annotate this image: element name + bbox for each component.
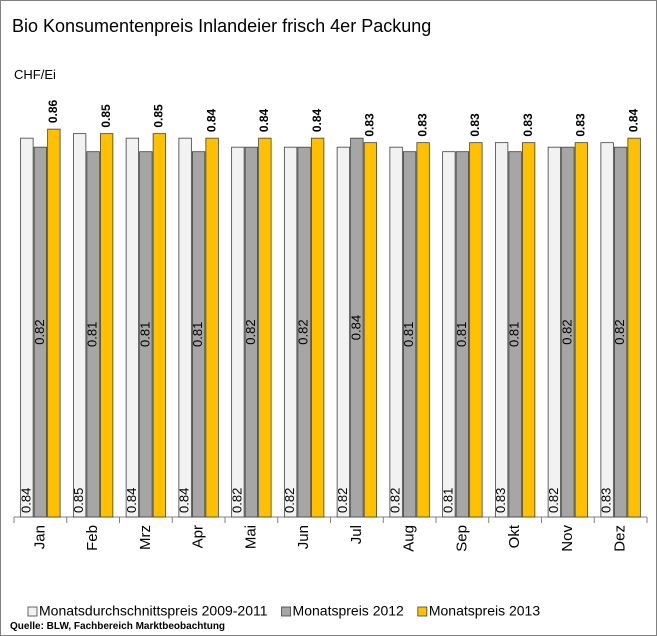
bar bbox=[152, 133, 167, 518]
data-label: 0.85 bbox=[99, 104, 113, 128]
x-tick-label: Jul bbox=[348, 525, 365, 544]
bar bbox=[191, 151, 206, 518]
data-label: 0.83 bbox=[363, 113, 377, 137]
data-label: 0.82 bbox=[32, 319, 47, 344]
data-label: 0.81 bbox=[507, 322, 522, 347]
bar bbox=[574, 142, 589, 518]
bar bbox=[231, 146, 245, 518]
data-label: 0.82 bbox=[546, 488, 561, 513]
bar bbox=[47, 128, 61, 518]
x-tick-label: Jun bbox=[295, 525, 312, 549]
data-label: 0.84 bbox=[310, 108, 324, 132]
x-tick-label: Feb bbox=[84, 525, 101, 551]
bar bbox=[627, 137, 641, 518]
y-axis-label: CHF/Ei bbox=[14, 67, 56, 82]
data-label: 0.83 bbox=[468, 113, 482, 137]
data-label: 0.81 bbox=[454, 322, 469, 347]
bar bbox=[416, 142, 430, 518]
data-label: 0.82 bbox=[296, 319, 311, 344]
legend-label: Monatsdurchschnittspreis 2009-2011 bbox=[39, 603, 268, 619]
x-tick-label: Sep bbox=[453, 525, 470, 552]
bar bbox=[178, 137, 192, 518]
x-tick-label: Dez bbox=[612, 525, 629, 552]
data-label: 0.81 bbox=[190, 322, 205, 347]
data-label: 0.85 bbox=[71, 488, 86, 513]
data-label: 0.83 bbox=[415, 113, 429, 137]
bar bbox=[33, 146, 48, 518]
data-label: 0.83 bbox=[599, 488, 614, 513]
legend-label: Monatspreis 2013 bbox=[429, 603, 541, 619]
bar bbox=[125, 137, 140, 518]
bar bbox=[389, 146, 403, 518]
bar bbox=[244, 146, 259, 518]
bar bbox=[561, 146, 575, 518]
legend-swatch bbox=[27, 606, 38, 617]
data-label: 0.84 bbox=[177, 488, 192, 513]
data-label: 0.82 bbox=[335, 488, 350, 513]
x-tick-label: Mai bbox=[242, 525, 259, 549]
x-tick-label: Nov bbox=[559, 525, 576, 552]
bar bbox=[508, 151, 522, 518]
data-label: 0.84 bbox=[124, 488, 139, 513]
bar bbox=[139, 151, 153, 518]
bar bbox=[86, 151, 100, 518]
source: Quelle: BLW, Fachbereich Marktbeobachtun… bbox=[10, 621, 225, 632]
bar bbox=[20, 137, 34, 518]
data-label: 0.84 bbox=[348, 315, 363, 340]
x-tick-label: Jan bbox=[31, 525, 48, 549]
bar bbox=[297, 146, 311, 518]
x-tick-label: Mrz bbox=[137, 525, 154, 550]
bar bbox=[442, 151, 456, 518]
data-label: 0.84 bbox=[626, 108, 640, 132]
legend-label: Monatspreis 2012 bbox=[293, 603, 405, 619]
data-label: 0.82 bbox=[559, 319, 574, 344]
bar bbox=[547, 146, 562, 518]
bar bbox=[350, 137, 364, 518]
data-label: 0.81 bbox=[401, 322, 416, 347]
bar bbox=[613, 146, 628, 518]
x-tick-label: Apr bbox=[190, 525, 207, 548]
data-label: 0.83 bbox=[493, 488, 508, 513]
data-label: 0.83 bbox=[521, 113, 535, 137]
x-tick-label: Okt bbox=[506, 524, 523, 548]
legend-swatch bbox=[281, 606, 291, 617]
bar bbox=[402, 151, 417, 518]
data-label: 0.81 bbox=[440, 488, 455, 513]
bar bbox=[494, 142, 509, 518]
bar bbox=[600, 142, 614, 518]
data-label: 0.84 bbox=[18, 488, 33, 513]
bar bbox=[363, 142, 378, 518]
data-label: 0.84 bbox=[257, 108, 271, 132]
data-label: 0.82 bbox=[282, 488, 297, 513]
data-label: 0.82 bbox=[612, 319, 627, 344]
bar bbox=[258, 137, 272, 518]
data-label: 0.82 bbox=[229, 488, 244, 513]
data-label: 0.81 bbox=[85, 322, 100, 347]
bar bbox=[99, 133, 114, 518]
bar bbox=[283, 146, 298, 518]
bar bbox=[336, 146, 351, 518]
data-label: 0.84 bbox=[204, 108, 218, 132]
data-label: 0.83 bbox=[574, 113, 588, 137]
bar bbox=[455, 151, 470, 518]
data-label: 0.86 bbox=[46, 99, 60, 123]
bar bbox=[205, 137, 219, 518]
bar bbox=[521, 142, 536, 518]
data-label: 0.82 bbox=[243, 319, 258, 344]
bar bbox=[310, 137, 325, 518]
bar bbox=[72, 133, 87, 518]
data-label: 0.81 bbox=[137, 322, 152, 347]
x-tick-label: Aug bbox=[401, 525, 418, 552]
data-label: 0.82 bbox=[388, 488, 403, 513]
data-label: 0.85 bbox=[152, 104, 166, 128]
legend-swatch bbox=[417, 606, 428, 617]
bar bbox=[469, 142, 483, 518]
chart-title: Bio Konsumentenpreis Inlandeier frisch 4… bbox=[12, 16, 431, 36]
